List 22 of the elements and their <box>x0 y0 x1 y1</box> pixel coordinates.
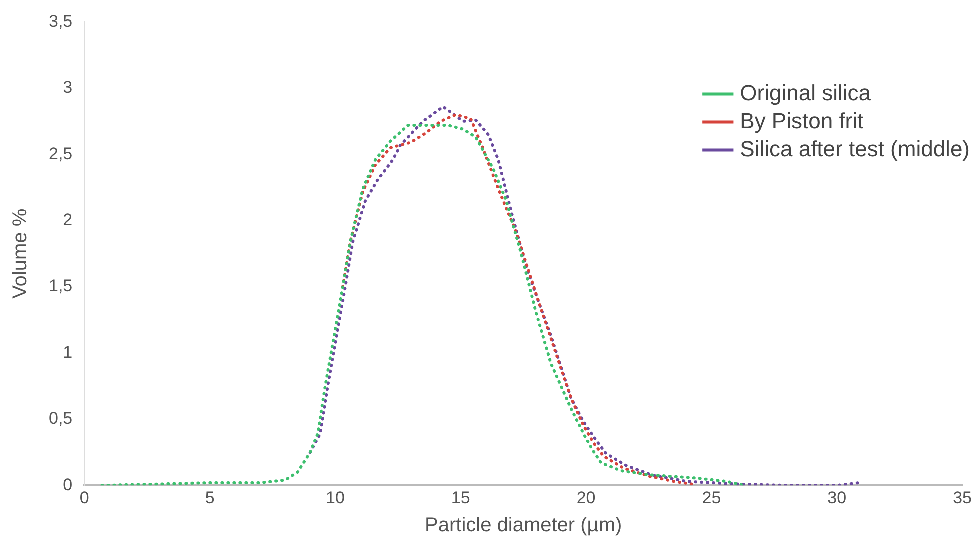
y-tick-label: 1,5 <box>48 276 73 296</box>
y-tick-label: 3 <box>63 78 73 98</box>
x-tick-label: 25 <box>702 488 722 508</box>
y-tick-label: 0,5 <box>48 409 73 428</box>
x-tick-label: 35 <box>953 488 972 508</box>
y-axis-title: Volume % <box>10 208 32 299</box>
x-tick-label: 20 <box>576 488 596 508</box>
legend-label: Silica after test (middle) <box>740 136 970 162</box>
x-tick-label: 30 <box>828 488 847 508</box>
x-tick-label: 10 <box>326 488 345 508</box>
y-tick-label: 1 <box>63 342 73 362</box>
line-series <box>341 113 694 486</box>
x-tick-label: 0 <box>80 488 90 508</box>
y-tick-label: 2 <box>63 210 73 230</box>
legend-label: Original silica <box>740 80 872 106</box>
x-tick-label: 5 <box>205 488 215 508</box>
x-axis-title: Particle diameter (µm) <box>425 514 622 537</box>
y-tick-label: 3,5 <box>48 12 73 31</box>
y-tick-label: 0 <box>63 475 73 494</box>
legend-label: By Piston frit <box>740 108 864 134</box>
x-tick-label: 15 <box>451 488 470 508</box>
y-tick-label: 2,5 <box>48 144 73 164</box>
